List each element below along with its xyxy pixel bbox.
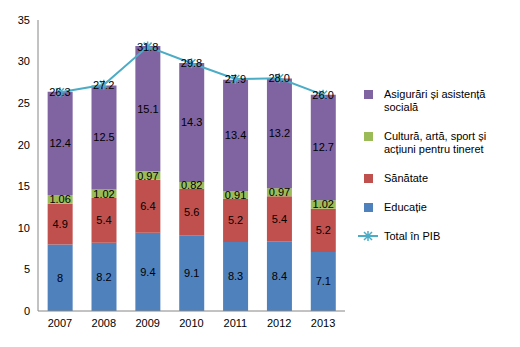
svg-text:5.4: 5.4: [96, 214, 111, 226]
svg-text:9.4: 9.4: [140, 266, 155, 278]
svg-text:7.1: 7.1: [316, 275, 331, 287]
svg-text:30: 30: [18, 55, 30, 67]
svg-text:13.2: 13.2: [269, 127, 290, 139]
svg-text:31.8: 31.8: [137, 41, 158, 53]
svg-text:2011: 2011: [224, 317, 248, 329]
svg-text:9.1: 9.1: [184, 267, 199, 279]
svg-text:8: 8: [57, 272, 63, 284]
svg-text:12.4: 12.4: [49, 137, 70, 149]
svg-text:29.8: 29.8: [181, 57, 202, 69]
svg-text:5.2: 5.2: [228, 214, 243, 226]
html-text:Asigurări și asistență socială: Asigurări și asistență socială: [384, 88, 486, 113]
svg-text:2013: 2013: [311, 317, 335, 329]
svg-text:2010: 2010: [179, 317, 203, 329]
html-text:Educație: Educație: [384, 201, 427, 213]
svg-text:8.2: 8.2: [96, 271, 111, 283]
svg-text:6.4: 6.4: [140, 200, 155, 212]
svg-text:27.9: 27.9: [225, 73, 246, 85]
svg-text:5: 5: [24, 263, 30, 275]
svg-text:20: 20: [18, 139, 30, 151]
html-text:Cultură, artă, sport și acțiun: Cultură, artă, sport și acțiuni pentru t…: [384, 130, 487, 155]
svg-text:4.9: 4.9: [53, 218, 68, 230]
svg-text:28.0: 28.0: [269, 72, 290, 84]
svg-text:5.2: 5.2: [316, 224, 331, 236]
svg-text:2012: 2012: [267, 317, 291, 329]
svg-text:0.82: 0.82: [181, 179, 202, 191]
svg-text:2009: 2009: [135, 317, 159, 329]
svg-text:27.2: 27.2: [93, 79, 114, 91]
svg-text:1.02: 1.02: [93, 188, 114, 200]
svg-text:13.4: 13.4: [225, 129, 246, 141]
svg-text:5.6: 5.6: [184, 206, 199, 218]
svg-text:0.91: 0.91: [225, 189, 246, 201]
svg-text:25: 25: [18, 97, 30, 109]
svg-text:15.1: 15.1: [137, 103, 158, 115]
svg-text:1.06: 1.06: [49, 193, 70, 205]
svg-text:12.7: 12.7: [313, 141, 334, 153]
svg-text:0.97: 0.97: [269, 186, 290, 198]
svg-text:1.02: 1.02: [313, 198, 334, 210]
svg-text:0: 0: [24, 305, 30, 317]
svg-text:10: 10: [18, 222, 30, 234]
svg-text:8.3: 8.3: [228, 270, 243, 282]
svg-text:2008: 2008: [92, 317, 116, 329]
svg-text:8.4: 8.4: [272, 270, 287, 282]
svg-text:26.3: 26.3: [49, 86, 70, 98]
svg-text:15: 15: [18, 180, 30, 192]
svg-text:5.4: 5.4: [272, 213, 287, 225]
svg-text:0.97: 0.97: [137, 170, 158, 182]
svg-text:35: 35: [18, 14, 30, 26]
html-text:Sănătate: Sănătate: [384, 172, 428, 184]
svg-text:26.0: 26.0: [312, 89, 333, 101]
html-text:Total în PIB: Total în PIB: [384, 230, 441, 242]
svg-text:2007: 2007: [48, 317, 72, 329]
svg-text:12.5: 12.5: [93, 131, 114, 143]
svg-text:14.3: 14.3: [181, 116, 202, 128]
